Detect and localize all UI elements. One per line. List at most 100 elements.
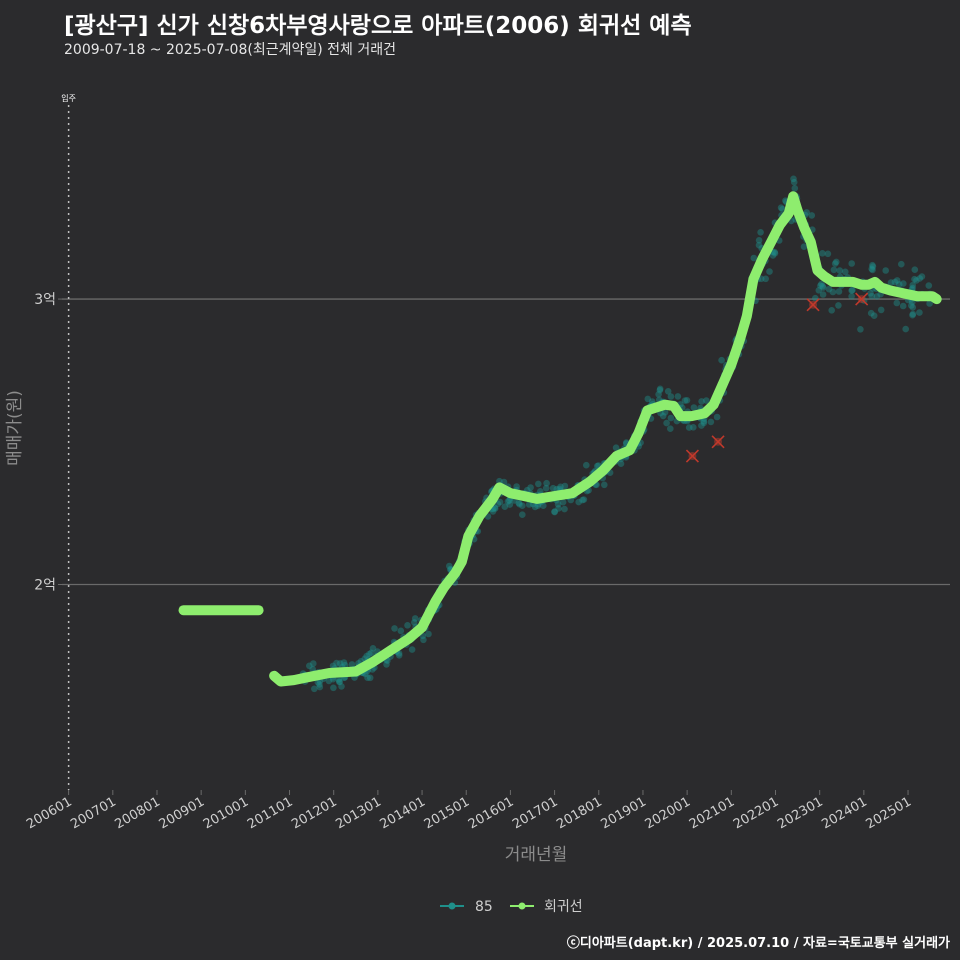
data-point xyxy=(848,293,855,300)
data-point xyxy=(540,502,547,510)
data-point xyxy=(506,501,514,508)
data-point xyxy=(515,499,523,507)
data-point xyxy=(815,287,823,294)
data-point xyxy=(707,418,715,426)
x-tick-label: 202001 xyxy=(643,794,693,832)
outlier-cross xyxy=(685,449,700,463)
x-tick-label: 201001 xyxy=(201,794,251,832)
data-point xyxy=(899,302,907,310)
data-point xyxy=(836,267,844,274)
data-point xyxy=(559,498,567,506)
data-point xyxy=(366,650,373,658)
data-point xyxy=(698,398,705,405)
data-point xyxy=(329,662,337,670)
data-point xyxy=(867,309,875,317)
regression-segment xyxy=(269,191,942,687)
data-point xyxy=(898,260,905,268)
data-point xyxy=(690,404,698,411)
data-point xyxy=(383,661,390,668)
data-point xyxy=(369,645,377,652)
data-point xyxy=(757,229,764,236)
data-point xyxy=(330,684,337,692)
data-point xyxy=(535,480,542,488)
data-point xyxy=(534,502,542,510)
data-point xyxy=(819,284,827,291)
data-point xyxy=(364,674,371,681)
data-point xyxy=(446,562,453,570)
data-point xyxy=(311,685,318,693)
y-tick-label: 2억 xyxy=(34,577,56,593)
data-point xyxy=(829,288,837,296)
data-point xyxy=(828,307,835,314)
data-point xyxy=(790,175,797,183)
data-point xyxy=(887,279,895,286)
data-point xyxy=(902,325,909,333)
data-point xyxy=(869,266,876,274)
data-point xyxy=(800,243,808,250)
data-point xyxy=(366,674,374,682)
data-point xyxy=(868,265,875,273)
data-point xyxy=(674,393,682,400)
x-tick-label: 200901 xyxy=(157,794,207,832)
data-point xyxy=(877,306,885,314)
data-point xyxy=(900,280,907,287)
x-tick-label: 201501 xyxy=(422,794,472,832)
data-point xyxy=(336,660,344,667)
data-point xyxy=(848,260,855,267)
data-point xyxy=(663,419,670,427)
data-point xyxy=(333,659,340,667)
data-point xyxy=(661,409,669,416)
data-point xyxy=(833,258,840,266)
legend: 85 회귀선 xyxy=(440,899,583,915)
data-point xyxy=(367,649,375,657)
data-point xyxy=(755,241,763,249)
x-tick-label: 201801 xyxy=(554,794,604,832)
data-point xyxy=(491,505,499,512)
data-point xyxy=(849,286,856,294)
chart-subtitle: 2009-07-18 ~ 2025-07-08(최근계약일) 전체 거래건 xyxy=(64,42,396,58)
data-point xyxy=(895,281,903,288)
data-point xyxy=(336,678,343,686)
data-point xyxy=(557,483,564,491)
data-point xyxy=(882,267,889,274)
data-point xyxy=(555,505,562,512)
data-point xyxy=(819,250,826,257)
data-point xyxy=(667,425,674,433)
data-point xyxy=(926,300,933,307)
x-tick-label: 201701 xyxy=(510,794,560,832)
data-point xyxy=(870,312,878,320)
data-point xyxy=(713,413,721,421)
data-point xyxy=(316,681,323,688)
data-point xyxy=(830,266,838,274)
data-point xyxy=(755,237,763,244)
x-tick-label: 202501 xyxy=(864,794,914,832)
data-point xyxy=(867,290,874,297)
data-point xyxy=(496,498,504,506)
legend-line-label: 회귀선 xyxy=(544,899,583,915)
data-point xyxy=(925,282,933,289)
outlier-cross xyxy=(855,292,869,306)
data-point xyxy=(659,412,667,420)
data-point xyxy=(420,636,427,644)
data-point xyxy=(667,393,675,400)
data-point xyxy=(831,260,839,267)
outlier-cross xyxy=(711,435,725,449)
data-point xyxy=(411,619,418,626)
data-point xyxy=(341,661,349,669)
data-point xyxy=(771,248,778,256)
data-point xyxy=(656,385,664,393)
data-point xyxy=(808,212,816,219)
data-point xyxy=(911,275,918,283)
data-point xyxy=(771,250,779,257)
legend-points-label: 85 xyxy=(475,899,493,915)
data-point xyxy=(703,397,710,404)
data-point xyxy=(316,683,324,691)
outlier-cross xyxy=(806,298,820,312)
data-point xyxy=(681,397,689,404)
data-point xyxy=(825,285,833,293)
data-point xyxy=(700,419,708,427)
data-point xyxy=(790,178,798,186)
x-tick-label: 201101 xyxy=(245,794,295,832)
data-point xyxy=(835,288,843,295)
